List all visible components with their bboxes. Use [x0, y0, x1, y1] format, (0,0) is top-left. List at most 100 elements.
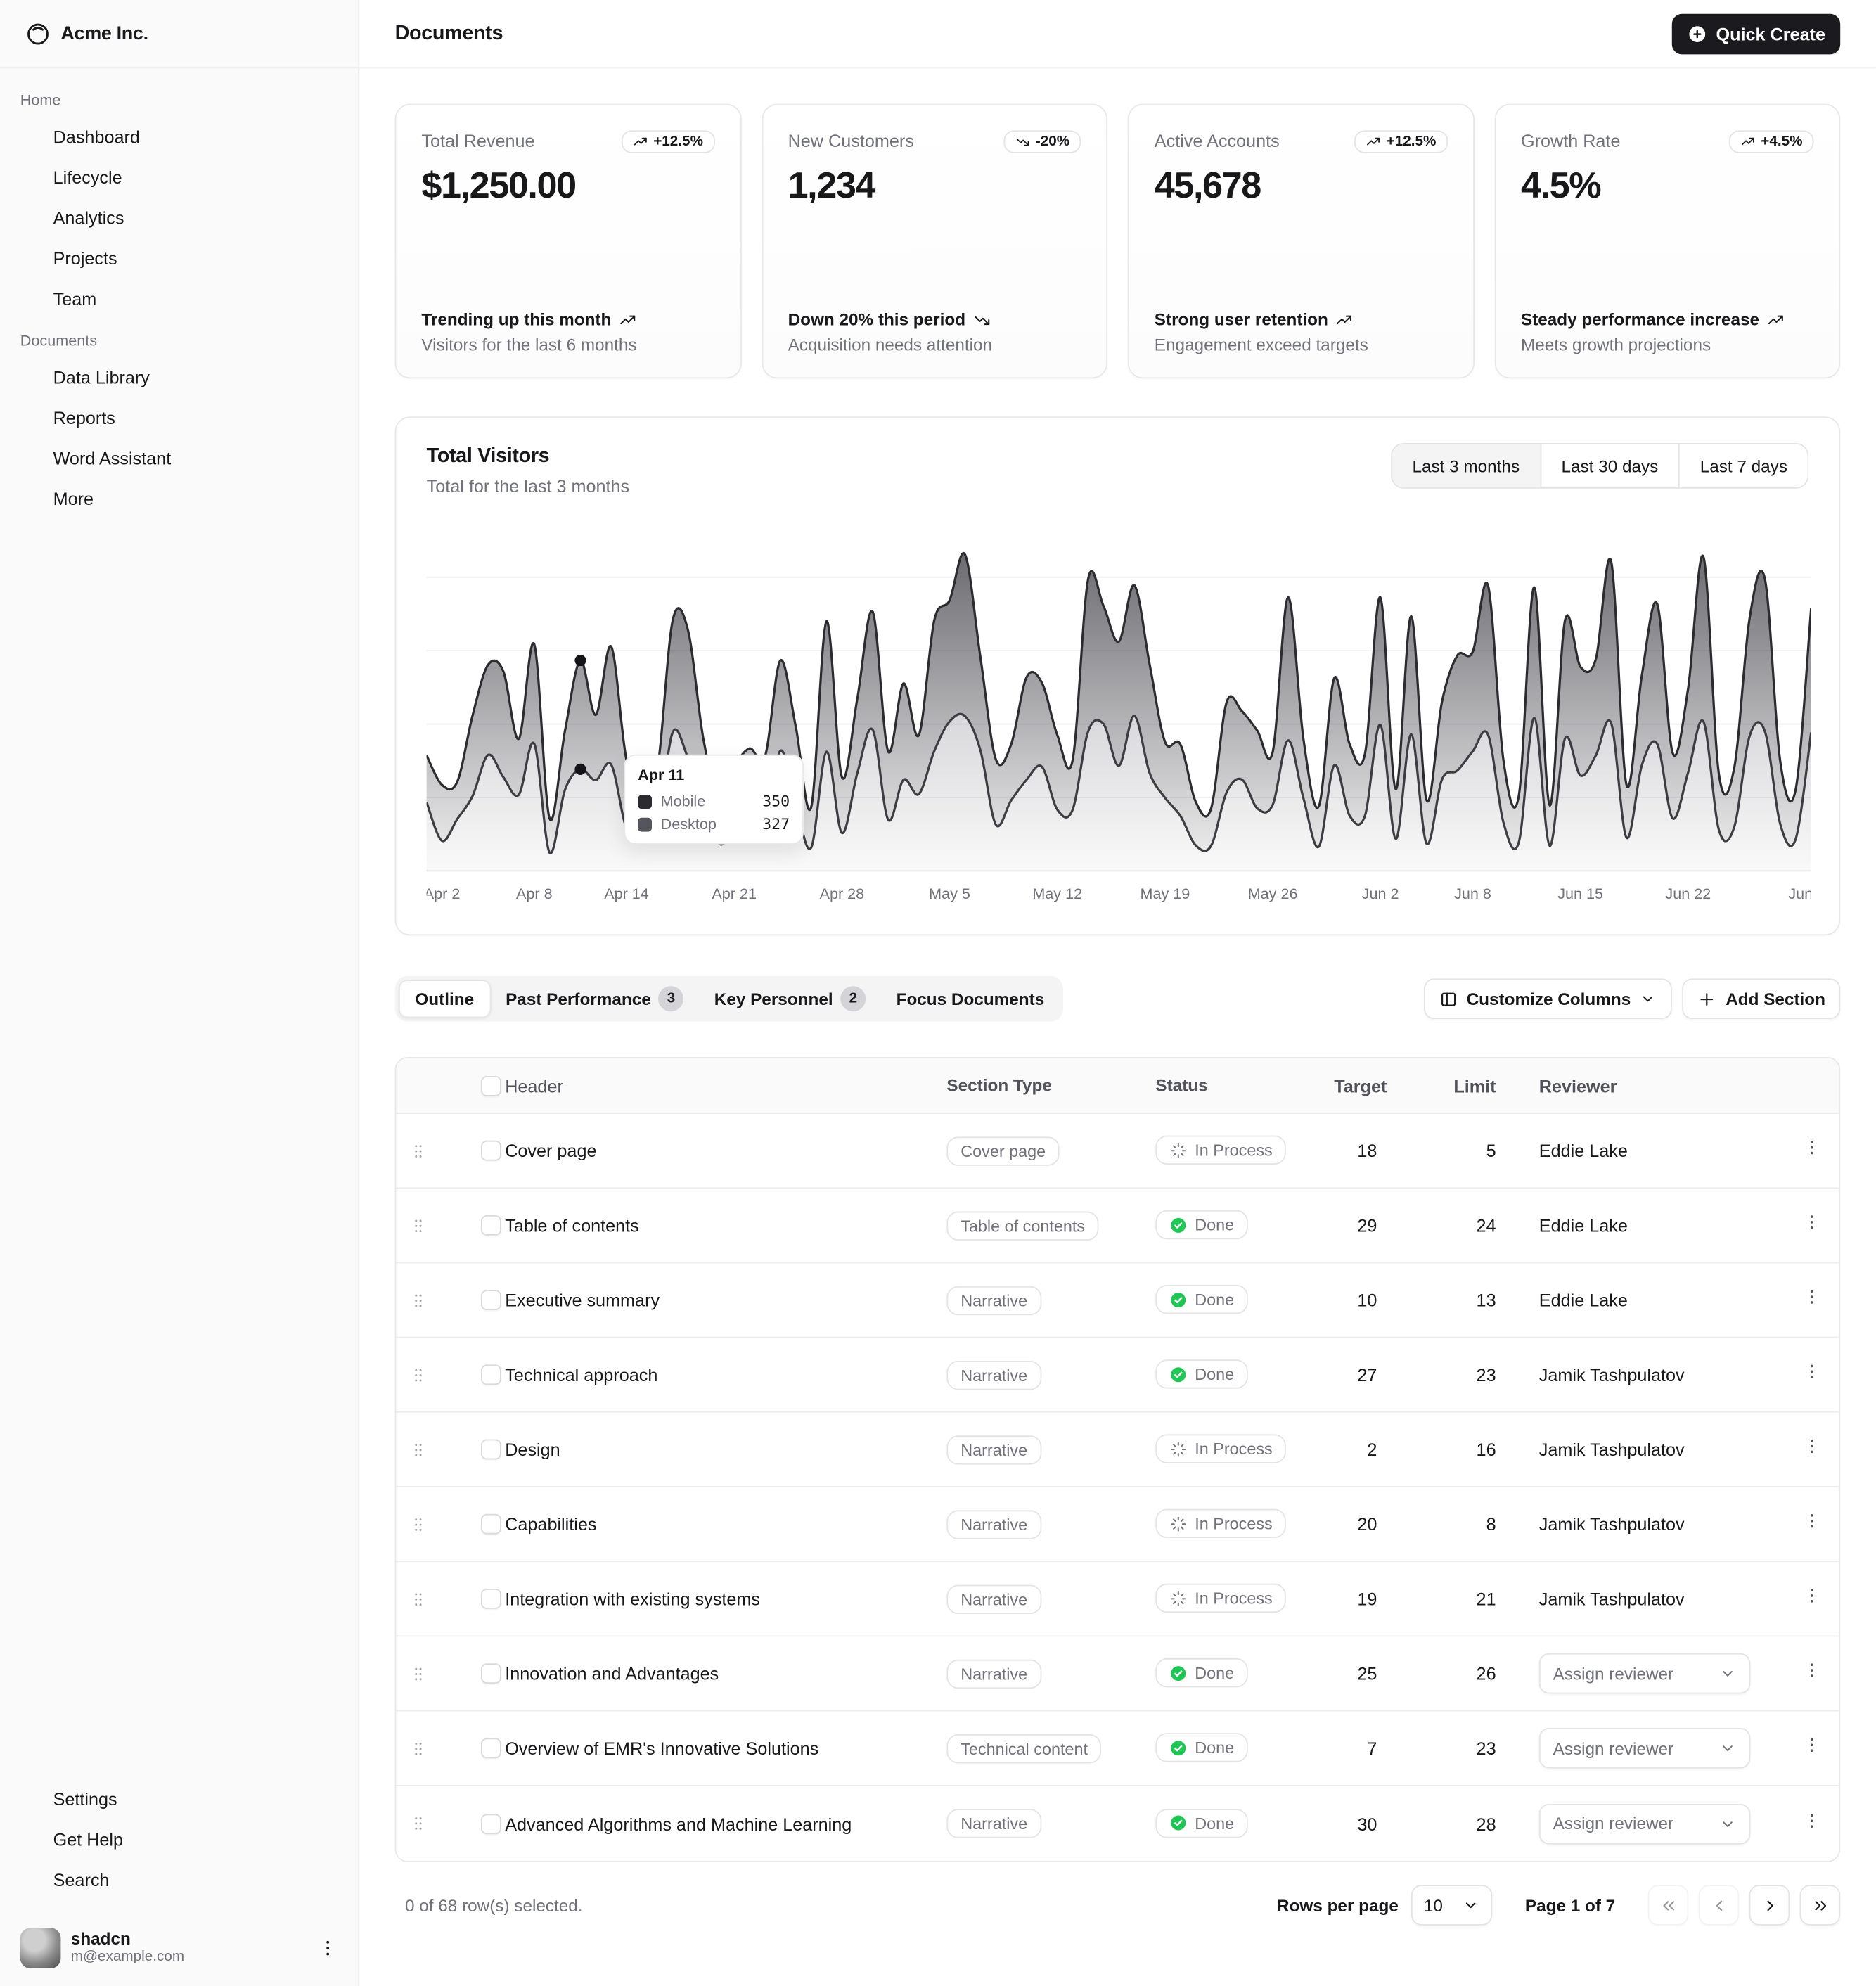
sidebar-item-data-library[interactable]: Data Library — [10, 357, 348, 398]
limit-value[interactable]: 23 — [1476, 1738, 1496, 1759]
tab-focus-documents[interactable]: Focus Documents — [896, 989, 1045, 1008]
row-header[interactable]: Advanced Algorithms and Machine Learning — [505, 1813, 852, 1834]
range-option-last-7-days[interactable]: Last 7 days — [1678, 444, 1808, 487]
chart-title: Total Visitors — [426, 445, 550, 468]
sidebar-item-word-assistant[interactable]: Word Assistant — [10, 438, 348, 479]
series-value: 350 — [762, 792, 790, 810]
drag-handle[interactable] — [396, 1365, 446, 1384]
row-menu-button[interactable] — [1802, 1288, 1821, 1313]
row-header[interactable]: Executive summary — [505, 1290, 660, 1310]
row-menu-button[interactable] — [1802, 1437, 1821, 1462]
target-value[interactable]: 30 — [1357, 1813, 1377, 1834]
limit-value[interactable]: 21 — [1476, 1589, 1496, 1609]
row-checkbox[interactable] — [481, 1140, 501, 1161]
drag-handle[interactable] — [396, 1290, 446, 1309]
row-menu-button[interactable] — [1802, 1138, 1821, 1163]
range-option-last-3-months[interactable]: Last 3 months — [1392, 444, 1540, 487]
select-all-checkbox[interactable] — [481, 1075, 501, 1096]
sidebar-item-search[interactable]: Search — [10, 1859, 348, 1900]
row-menu-button[interactable] — [1802, 1736, 1821, 1761]
limit-value[interactable]: 13 — [1476, 1290, 1496, 1310]
quick-create-button[interactable]: Quick Create — [1671, 13, 1841, 54]
row-menu-button[interactable] — [1802, 1212, 1821, 1238]
drag-handle[interactable] — [396, 1738, 446, 1757]
row-header[interactable]: Table of contents — [505, 1215, 639, 1236]
row-checkbox[interactable] — [481, 1290, 501, 1310]
row-checkbox[interactable] — [481, 1589, 501, 1609]
row-header[interactable]: Overview of EMR's Innovative Solutions — [505, 1738, 819, 1759]
row-checkbox[interactable] — [481, 1364, 501, 1385]
sidebar-item-team[interactable]: Team — [10, 278, 348, 319]
limit-value[interactable]: 28 — [1476, 1813, 1496, 1834]
stat-card-new-customers: New Customers -20% 1,234 Down 20% this p… — [761, 103, 1108, 379]
limit-value[interactable]: 5 — [1486, 1140, 1496, 1161]
drag-handle[interactable] — [396, 1814, 446, 1833]
first-page-button[interactable] — [1647, 1885, 1689, 1926]
next-page-button[interactable] — [1749, 1885, 1790, 1926]
assign-reviewer-select[interactable]: Assign reviewer — [1538, 1653, 1751, 1694]
limit-value[interactable]: 8 — [1486, 1513, 1496, 1535]
row-menu-button[interactable] — [1802, 1362, 1821, 1388]
last-page-button[interactable] — [1799, 1885, 1841, 1926]
row-menu-button[interactable] — [1802, 1811, 1821, 1836]
target-value[interactable]: 2 — [1367, 1439, 1377, 1460]
target-value[interactable]: 27 — [1357, 1364, 1377, 1385]
target-value[interactable]: 25 — [1357, 1663, 1377, 1684]
drag-handle[interactable] — [396, 1664, 446, 1683]
customize-columns-button[interactable]: Customize Columns — [1423, 978, 1673, 1019]
row-checkbox[interactable] — [481, 1663, 501, 1684]
assign-reviewer-select[interactable]: Assign reviewer — [1538, 1728, 1751, 1769]
row-checkbox[interactable] — [481, 1439, 501, 1460]
drag-handle[interactable] — [396, 1589, 446, 1608]
row-checkbox[interactable] — [481, 1513, 501, 1535]
row-checkbox[interactable] — [481, 1813, 501, 1834]
target-value[interactable]: 18 — [1357, 1140, 1377, 1161]
limit-value[interactable]: 26 — [1476, 1663, 1496, 1684]
drag-handle[interactable] — [396, 1440, 446, 1459]
drag-handle[interactable] — [396, 1515, 446, 1534]
row-header[interactable]: Technical approach — [505, 1364, 658, 1385]
row-menu-button[interactable] — [1802, 1661, 1821, 1686]
sidebar-item-lifecycle[interactable]: Lifecycle — [10, 157, 348, 198]
sidebar-item-dashboard[interactable]: Dashboard — [10, 117, 348, 158]
range-option-last-30-days[interactable]: Last 30 days — [1539, 444, 1679, 487]
org-switcher[interactable]: Acme Inc. — [15, 16, 159, 51]
sidebar-item-settings[interactable]: Settings — [10, 1779, 348, 1819]
chart-area[interactable]: Apr 2 Apr 8 Apr 14 Apr 21 Apr 28 May 5 May 12 M… — [426, 529, 1811, 909]
sidebar-item-reports[interactable]: Reports — [10, 397, 348, 438]
target-value[interactable]: 19 — [1357, 1589, 1377, 1609]
status-badge: Done — [1155, 1210, 1248, 1240]
user-menu[interactable]: shadcn m@example.com — [10, 1920, 348, 1975]
limit-value[interactable]: 24 — [1476, 1215, 1496, 1236]
row-header[interactable]: Cover page — [505, 1140, 597, 1161]
sidebar-item-projects[interactable]: Projects — [10, 238, 348, 278]
limit-value[interactable]: 16 — [1476, 1439, 1496, 1460]
row-menu-button[interactable] — [1802, 1586, 1821, 1611]
tab-past-performance[interactable]: Past Performance 3 — [491, 980, 700, 1018]
tab-outline[interactable]: Outline — [399, 980, 491, 1018]
target-value[interactable]: 20 — [1357, 1513, 1377, 1535]
drag-handle[interactable] — [396, 1141, 446, 1160]
rows-per-page-select[interactable]: 10 — [1411, 1885, 1493, 1926]
row-header[interactable]: Design — [505, 1439, 560, 1460]
sidebar-item-get-help[interactable]: Get Help — [10, 1819, 348, 1859]
target-value[interactable]: 7 — [1367, 1738, 1377, 1759]
row-header[interactable]: Integration with existing systems — [505, 1589, 760, 1609]
target-value[interactable]: 29 — [1357, 1215, 1377, 1236]
table-row: Innovation and Advantages Narrative Done… — [396, 1636, 1839, 1712]
drag-handle[interactable] — [396, 1216, 446, 1235]
row-checkbox[interactable] — [481, 1215, 501, 1236]
sidebar-item-analytics[interactable]: Analytics — [10, 198, 348, 238]
section-type-badge: Narrative — [946, 1360, 1041, 1390]
row-header[interactable]: Capabilities — [505, 1513, 597, 1535]
row-menu-button[interactable] — [1802, 1511, 1821, 1537]
previous-page-button[interactable] — [1698, 1885, 1740, 1926]
row-header[interactable]: Innovation and Advantages — [505, 1663, 719, 1684]
target-value[interactable]: 10 — [1357, 1290, 1377, 1310]
add-section-button[interactable]: Add Section — [1683, 978, 1841, 1019]
sidebar-item-more[interactable]: More — [10, 478, 348, 519]
assign-reviewer-select[interactable]: Assign reviewer — [1538, 1803, 1751, 1844]
tab-key-personnel[interactable]: Key Personnel 2 — [699, 980, 881, 1018]
row-checkbox[interactable] — [481, 1738, 501, 1759]
limit-value[interactable]: 23 — [1476, 1364, 1496, 1385]
